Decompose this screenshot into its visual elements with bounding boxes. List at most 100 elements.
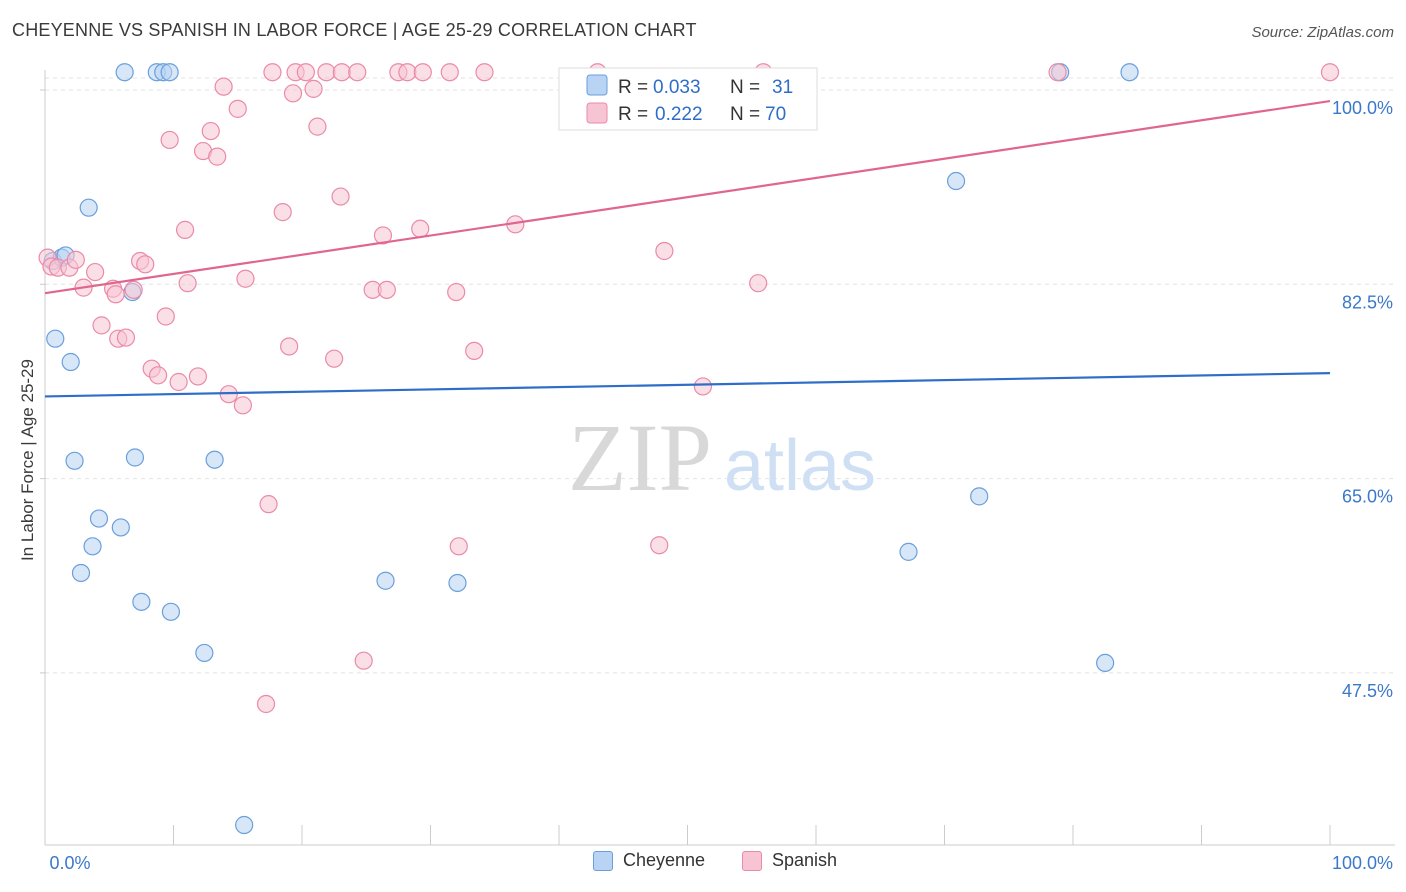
point-spanish [749, 274, 768, 293]
legend-swatch-spanish [586, 102, 608, 124]
point-cheyenne [195, 643, 214, 663]
point-spanish [413, 63, 432, 82]
point-cheyenne [71, 563, 91, 583]
point-cheyenne [132, 592, 151, 611]
point-spanish [124, 280, 143, 299]
point-spanish [136, 255, 155, 274]
point-spanish [233, 396, 252, 415]
tick-labels: 100.0% 82.5% 65.0% 47.5% 0.0% 100.0% [49, 98, 1393, 873]
point-spanish [354, 651, 373, 670]
point-spanish [377, 280, 396, 299]
y-tick-label: 47.5% [1342, 681, 1393, 701]
data-points [38, 63, 1340, 835]
point-cheyenne [448, 573, 467, 593]
point-cheyenne [161, 602, 181, 621]
y-tick-label: 100.0% [1332, 98, 1393, 118]
x-tick-label-min: 0.0% [49, 853, 90, 873]
point-spanish [650, 536, 669, 555]
point-spanish [304, 79, 323, 98]
point-cheyenne [1120, 63, 1139, 82]
legend-n-value-spanish: 70 [765, 104, 786, 125]
point-cheyenne [235, 815, 254, 835]
x-tick-label-max: 100.0% [1332, 853, 1393, 873]
point-spanish [693, 377, 713, 396]
point-cheyenne [115, 63, 134, 82]
point-spanish [440, 63, 459, 82]
watermark: ZIP atlas [568, 404, 876, 511]
point-spanish [201, 121, 220, 141]
point-spanish [236, 269, 255, 288]
legend-swatch-cheyenne-bottom [593, 850, 613, 871]
y-tick-label: 65.0% [1342, 487, 1393, 507]
legend-r-value-spanish: 0.222 [655, 104, 703, 125]
point-cheyenne [79, 198, 98, 217]
point-spanish [178, 274, 197, 293]
point-spanish [148, 366, 168, 385]
legend-n-label-spanish: N = [730, 104, 760, 125]
point-cheyenne [111, 518, 130, 537]
point-cheyenne [83, 537, 102, 556]
point-cheyenne [46, 329, 65, 348]
point-spanish [655, 241, 674, 261]
point-cheyenne [89, 509, 109, 528]
legend-label-cheyenne: Cheyenne [623, 850, 706, 870]
legend-n-value-cheyenne: 31 [772, 77, 793, 98]
legend-item-spanish[interactable]: Spanish [742, 850, 837, 871]
point-spanish [449, 537, 468, 556]
trend-line-cheyenne [44, 372, 1331, 398]
point-spanish [188, 367, 208, 386]
chart-title: CHEYENNE VS SPANISH IN LABOR FORCE | AGE… [12, 20, 697, 40]
point-spanish [475, 63, 494, 82]
point-cheyenne [61, 352, 80, 372]
legend-top: R = 0.033 N = 31 R = 0.222 N = 70 [558, 67, 818, 131]
point-spanish [228, 99, 247, 118]
point-spanish [175, 220, 195, 239]
point-spanish [256, 694, 276, 714]
point-spanish [156, 307, 175, 326]
trend-lines [44, 100, 1331, 398]
point-spanish [208, 147, 227, 166]
legend-r-label-cheyenne: R = [618, 77, 648, 98]
watermark-atlas: atlas [724, 426, 876, 506]
point-spanish [447, 282, 466, 302]
point-spanish [325, 349, 344, 368]
point-spanish [169, 372, 188, 392]
legend-swatch-cheyenne [586, 74, 608, 96]
point-spanish [106, 285, 125, 304]
point-cheyenne [205, 450, 224, 469]
point-spanish [259, 495, 278, 514]
point-spanish [1320, 63, 1340, 82]
point-spanish [160, 130, 179, 150]
point-spanish [332, 63, 351, 82]
point-spanish [465, 341, 484, 361]
legend-bottom: Cheyenne Spanish [0, 850, 1406, 880]
legend-n-label-cheyenne: N = [730, 77, 760, 98]
point-spanish [331, 187, 350, 206]
legend-item-cheyenne[interactable]: Cheyenne [593, 850, 705, 871]
point-spanish [398, 63, 417, 82]
point-spanish [92, 316, 111, 335]
point-spanish [411, 219, 430, 238]
point-spanish [86, 262, 105, 282]
point-cheyenne [125, 448, 145, 467]
point-spanish [263, 63, 282, 82]
legend-r-value-cheyenne: 0.033 [653, 77, 701, 98]
axes [40, 70, 1395, 846]
point-spanish [1048, 63, 1067, 82]
y-tick-label: 82.5% [1342, 292, 1393, 312]
point-spanish [308, 117, 327, 136]
point-spanish [280, 337, 299, 356]
point-spanish [273, 203, 292, 222]
point-spanish [348, 63, 367, 82]
point-spanish [317, 63, 336, 82]
chart-source: Source: ZipAtlas.com [1251, 24, 1394, 41]
legend-label-spanish: Spanish [772, 850, 838, 870]
point-cheyenne [160, 63, 179, 82]
point-spanish [373, 226, 393, 245]
point-spanish [116, 328, 136, 347]
watermark-zip: ZIP [568, 404, 712, 511]
point-spanish [66, 250, 85, 269]
point-cheyenne [899, 542, 918, 561]
point-cheyenne [376, 571, 395, 590]
